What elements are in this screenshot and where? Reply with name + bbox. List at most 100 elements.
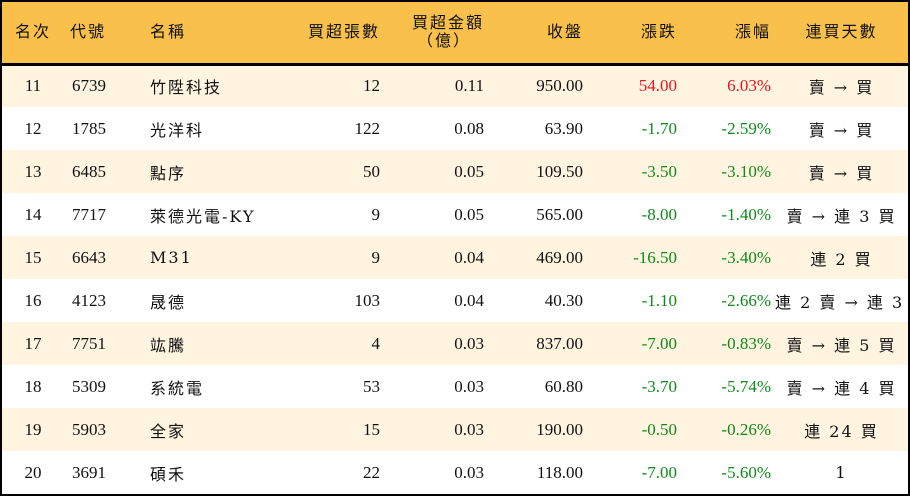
- cell-change: -16.50: [633, 247, 677, 267]
- cell-name: 點序: [150, 163, 187, 183]
- cell-change: -1.10: [641, 290, 677, 310]
- cell-consecutive-days: 連 2 買: [810, 249, 873, 269]
- cell-change: 54.00: [638, 76, 677, 96]
- header-name: 名稱: [150, 22, 187, 42]
- cell-change: -0.50: [641, 419, 677, 439]
- cell-change-pct: -5.60%: [721, 462, 771, 482]
- header-code: 代號: [70, 22, 107, 42]
- cell-rank: 15: [24, 247, 42, 267]
- cell-net-buy-lots: 53: [363, 376, 380, 396]
- cell-code: 6643: [72, 247, 106, 267]
- cell-code: 7717: [72, 204, 106, 224]
- table-row: 11 6739 竹陞科技 12 0.11 950.00 54.00 6.03% …: [2, 64, 908, 107]
- cell-code: 4123: [72, 290, 106, 310]
- cell-name: 碩禾: [150, 464, 187, 484]
- header-row: 名次 代號 名稱 買超張數 買超金額 （億） 收盤 漲跌 漲幅 連買天數: [2, 2, 908, 64]
- cell-net-buy-lots: 122: [354, 118, 381, 138]
- cell-consecutive-days: 賣 → 買: [808, 78, 875, 98]
- cell-net-buy-lots: 9: [371, 247, 381, 267]
- cell-rank: 14: [24, 204, 42, 224]
- table-row: 15 6643 M31 9 0.04 469.00 -16.50 -3.40% …: [2, 236, 908, 279]
- header-rank: 名次: [14, 22, 51, 42]
- cell-consecutive-days: 賣 → 連 4 買: [786, 378, 897, 398]
- cell-consecutive-days: 賣 → 連 3 買: [786, 206, 897, 226]
- cell-code: 3691: [72, 462, 106, 482]
- cell-close: 40.30: [544, 290, 583, 310]
- cell-rank: 11: [24, 76, 42, 96]
- cell-net-buy-lots: 103: [354, 290, 381, 310]
- header-close: 收盤: [546, 22, 583, 42]
- cell-code: 5309: [72, 376, 106, 396]
- cell-consecutive-days: 連 24 買: [804, 421, 879, 441]
- cell-name: 竹陞科技: [150, 78, 223, 98]
- cell-close: 60.80: [544, 376, 583, 396]
- cell-change: -8.00: [641, 204, 677, 224]
- cell-change: -3.50: [641, 161, 677, 181]
- table-header: 名次 代號 名稱 買超張數 買超金額 （億） 收盤 漲跌 漲幅 連買天數: [2, 2, 908, 64]
- cell-close: 950.00: [536, 76, 583, 96]
- cell-net-buy-lots: 22: [363, 462, 380, 482]
- cell-consecutive-days: 連 2 賣 → 連 3 買: [775, 292, 910, 312]
- cell-net-buy-amount: 0.08: [454, 118, 484, 138]
- header-net-buy-amount-unit: （億）: [416, 31, 471, 51]
- cell-name: 全家: [150, 421, 187, 441]
- table-row: 12 1785 光洋科 122 0.08 63.90 -1.70 -2.59% …: [2, 107, 908, 150]
- cell-consecutive-days: 賣 → 買: [808, 120, 875, 140]
- cell-rank: 13: [24, 161, 42, 181]
- cell-rank: 16: [24, 290, 42, 310]
- cell-change: -7.00: [641, 462, 677, 482]
- cell-net-buy-lots: 9: [371, 204, 381, 224]
- cell-code: 6485: [72, 161, 106, 181]
- cell-change-pct: -5.74%: [721, 376, 771, 396]
- cell-close: 469.00: [536, 247, 583, 267]
- cell-close: 118.00: [536, 462, 583, 482]
- cell-change-pct: 6.03%: [727, 76, 771, 96]
- table-row: 13 6485 點序 50 0.05 109.50 -3.50 -3.10% 賣…: [2, 150, 908, 193]
- cell-rank: 18: [24, 376, 42, 396]
- cell-code: 6739: [72, 76, 106, 96]
- cell-net-buy-amount: 0.05: [454, 204, 484, 224]
- cell-net-buy-lots: 15: [363, 419, 380, 439]
- header-change: 漲跌: [640, 22, 677, 42]
- cell-name: 光洋科: [150, 120, 205, 140]
- cell-rank: 12: [24, 118, 42, 138]
- cell-close: 837.00: [536, 333, 583, 353]
- cell-code: 7751: [72, 333, 106, 353]
- header-change-pct: 漲幅: [734, 22, 771, 42]
- cell-net-buy-amount: 0.05: [454, 161, 484, 181]
- cell-close: 109.50: [536, 161, 583, 181]
- cell-consecutive-days: 1: [835, 463, 848, 482]
- cell-net-buy-amount: 0.04: [454, 247, 484, 267]
- cell-close: 190.00: [536, 419, 583, 439]
- cell-net-buy-lots: 12: [363, 76, 380, 96]
- table-row: 19 5903 全家 15 0.03 190.00 -0.50 -0.26% 連…: [2, 408, 908, 451]
- cell-change-pct: -2.66%: [721, 290, 771, 310]
- cell-change-pct: -0.26%: [721, 419, 771, 439]
- table-body: 11 6739 竹陞科技 12 0.11 950.00 54.00 6.03% …: [2, 64, 910, 494]
- header-net-buy-lots: 買超張數: [307, 22, 380, 42]
- cell-consecutive-days: 賣 → 買: [808, 163, 875, 183]
- table-row: 20 3691 碩禾 22 0.03 118.00 -7.00 -5.60% 1: [2, 451, 908, 494]
- cell-net-buy-lots: 4: [371, 333, 381, 353]
- cell-code: 1785: [72, 118, 106, 138]
- table-row: 16 4123 晟德 103 0.04 40.30 -1.10 -2.66% 連…: [2, 279, 910, 322]
- cell-change: -1.70: [641, 118, 677, 138]
- cell-net-buy-amount: 0.03: [454, 462, 484, 482]
- header-net-buy-amount: 買超金額 （億）: [384, 2, 488, 64]
- cell-change-pct: -3.40%: [721, 247, 771, 267]
- cell-net-buy-lots: 50: [363, 161, 380, 181]
- cell-change-pct: -1.40%: [721, 204, 771, 224]
- cell-rank: 17: [24, 333, 42, 353]
- cell-consecutive-days: 賣 → 連 5 買: [786, 335, 897, 355]
- header-net-buy-amount-line1: 買超金額: [411, 13, 484, 33]
- cell-name: M31: [150, 248, 193, 267]
- cell-change: -7.00: [641, 333, 677, 353]
- cell-net-buy-amount: 0.04: [454, 290, 484, 310]
- cell-net-buy-amount: 0.03: [454, 333, 484, 353]
- header-consecutive-days: 連買天數: [805, 22, 878, 42]
- cell-close: 63.90: [544, 118, 583, 138]
- cell-name: 晟德: [150, 292, 187, 312]
- cell-close: 565.00: [536, 204, 583, 224]
